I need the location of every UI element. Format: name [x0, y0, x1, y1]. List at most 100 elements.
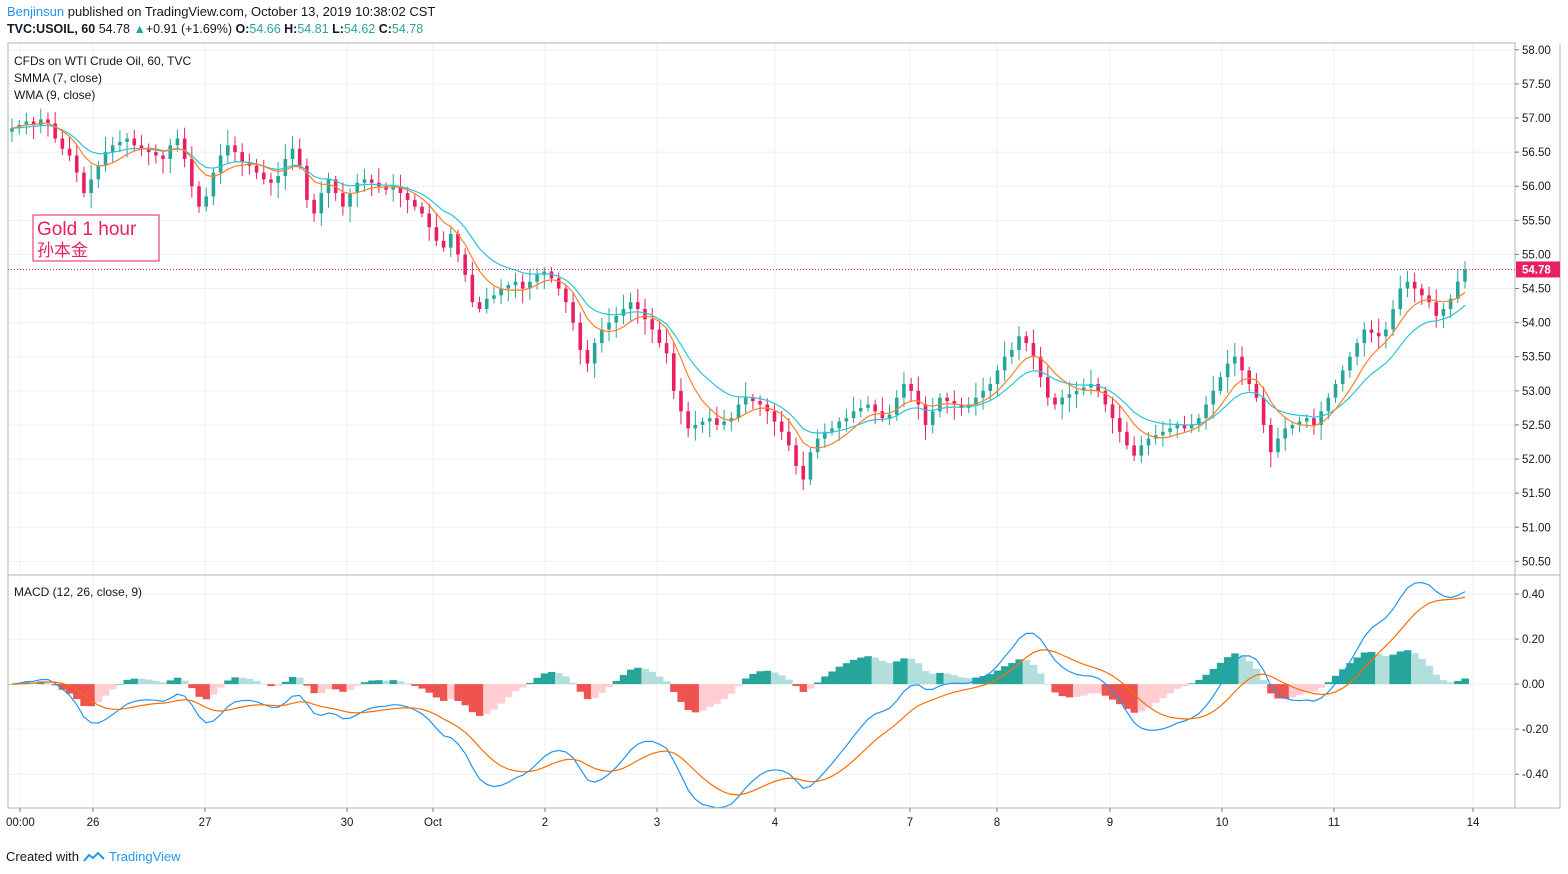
candle-body	[484, 298, 489, 309]
macd-line	[11, 581, 1466, 809]
price-tick-label: 56.00	[1522, 181, 1551, 193]
macd-hist-bar	[555, 673, 563, 685]
candle-body	[952, 401, 957, 405]
macd-hist-bar	[461, 684, 470, 706]
candle-body	[679, 390, 683, 412]
macd-hist-bar	[447, 684, 455, 699]
macd-hist-bar	[1152, 684, 1160, 703]
candle-body	[1434, 302, 1439, 316]
macd-hist-bar	[1425, 665, 1433, 685]
candle-body	[1456, 281, 1460, 299]
candle-body	[1031, 343, 1036, 357]
macd-hist-bar	[986, 674, 995, 685]
macd-hist-bar	[1123, 684, 1131, 709]
candle-body	[535, 274, 539, 282]
macd-hist-bar	[749, 673, 757, 685]
candle-body	[1197, 418, 1201, 425]
candle-body	[1247, 370, 1252, 385]
price-axis-labels[interactable]: 58.00 57.50 57.00 56.50 56.00 55.50 55.00 54.50…	[1516, 45, 1560, 781]
candle-body	[959, 404, 964, 408]
candle-body	[1189, 424, 1194, 429]
candle-body	[1024, 336, 1029, 344]
macd-hist-bar	[267, 684, 275, 687]
candle-body	[1398, 288, 1403, 309]
axes	[7, 42, 1561, 812]
candle-body	[319, 193, 324, 214]
candle-body	[945, 397, 949, 402]
macd-hist-bar	[670, 684, 678, 693]
macd-hist-bar	[849, 659, 858, 685]
macd-hist-bar	[109, 684, 117, 690]
candle-body	[700, 421, 705, 425]
macd-hist-bar	[245, 678, 254, 685]
macd-hist-bar	[418, 684, 426, 689]
candle-body	[664, 343, 669, 354]
macd-hist-bar	[1274, 684, 1282, 699]
macd-hist-bar	[871, 657, 880, 685]
candle-body	[571, 302, 575, 323]
candle-body	[233, 145, 237, 153]
candle-body	[564, 288, 568, 303]
macd-hist-bar	[792, 684, 800, 687]
candle-body	[578, 322, 583, 350]
candle-body	[1420, 288, 1424, 296]
candle-body	[225, 145, 230, 156]
candle-body	[477, 302, 482, 309]
price-tick-label: 54.50	[1522, 284, 1551, 296]
tradingview-brand[interactable]: TradingView	[108, 849, 181, 864]
candlestick-series	[10, 108, 1467, 490]
macd-hist-bar	[195, 684, 203, 697]
candle-body	[592, 343, 597, 364]
macd-hist-bar	[950, 675, 959, 685]
candle-body	[240, 152, 244, 163]
macd-hist-bar	[439, 684, 448, 701]
macd-hist-bar	[65, 684, 74, 694]
candle-body	[736, 404, 741, 419]
macd-hist-bar	[1259, 680, 1268, 685]
time-tick-label: 27	[199, 817, 212, 829]
candle-body	[1268, 424, 1273, 453]
candle-body	[1125, 431, 1129, 446]
candle-body	[1218, 377, 1223, 391]
macd-hist-bar	[742, 678, 750, 685]
macd-hist-bar	[1367, 651, 1376, 685]
annotation-line1: Gold 1 hour	[37, 219, 137, 240]
candle-body	[1391, 309, 1395, 330]
macd-hist-bar	[734, 684, 743, 686]
time-tick-label: 8	[994, 817, 1000, 829]
annotation-box[interactable]: Gold 1 hour 孙本金	[32, 214, 160, 262]
candle-body	[1110, 404, 1115, 419]
candle-body	[520, 281, 525, 289]
time-tick-label: 9	[1107, 817, 1113, 829]
time-axis-labels[interactable]: 00:00 26 27 30 Oct 2 3 4 7 8 9 10 11 14	[6, 817, 1480, 829]
price-tick-label: 55.50	[1522, 215, 1551, 227]
candle-body	[355, 182, 360, 194]
macd-hist-bar	[260, 683, 268, 685]
macd-hist-bar	[540, 673, 549, 685]
macd-hist-bar	[821, 676, 829, 685]
publish-line: Benjinsun published on TradingView.com, …	[7, 4, 435, 19]
author-link[interactable]: Benjinsun	[7, 4, 65, 19]
candle-body	[139, 145, 144, 149]
candle-body	[1304, 418, 1309, 422]
time-tick-label: 4	[772, 817, 779, 829]
macd-hist-bar	[627, 669, 635, 685]
candle-body	[1254, 384, 1259, 398]
candle-body	[909, 384, 913, 391]
candle-body	[1204, 404, 1208, 419]
macd-hist-bar	[382, 680, 390, 685]
candle-body	[1117, 418, 1122, 432]
macd-hist-bar	[454, 684, 462, 701]
macd-hist-bar	[1058, 684, 1067, 697]
macd-hist-bar	[1396, 651, 1405, 685]
candle-body	[779, 421, 784, 432]
footer: Created with TradingView	[6, 849, 181, 864]
close-label: C:	[378, 22, 392, 36]
candle-body	[391, 186, 396, 190]
macd-hist-bar	[1029, 664, 1038, 685]
high-label: H:	[284, 22, 298, 36]
macd-hist-bar	[497, 684, 506, 704]
candle-body	[1017, 336, 1021, 350]
candle-body	[74, 155, 79, 173]
